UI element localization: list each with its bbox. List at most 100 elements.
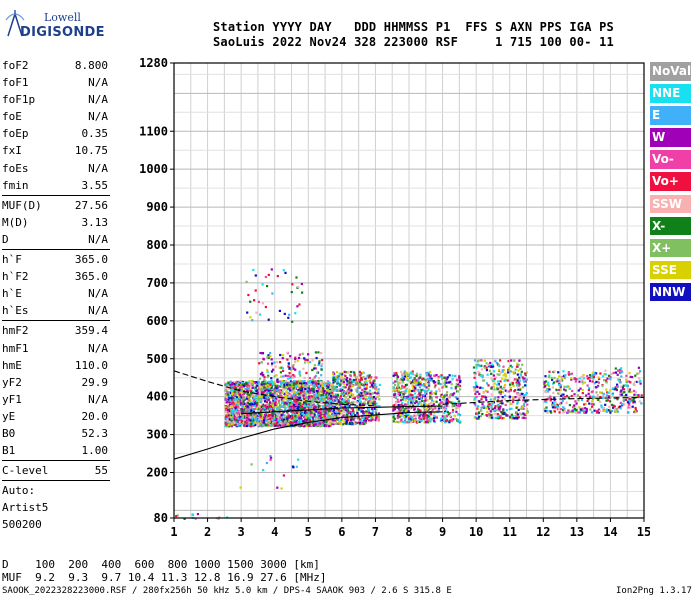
echo-point	[544, 384, 547, 388]
echo-point	[265, 394, 268, 398]
echo-point	[231, 403, 234, 406]
echo-point	[502, 417, 505, 420]
echo-point	[319, 400, 322, 403]
echo-point	[317, 411, 320, 415]
echo-point	[236, 380, 239, 383]
echo-point	[254, 388, 257, 391]
echo-point	[549, 395, 552, 398]
echo-point	[267, 356, 270, 360]
echo-point	[433, 414, 436, 417]
echo-point	[233, 414, 236, 417]
echo-point	[265, 418, 268, 421]
echo-point	[352, 410, 355, 413]
echo-point	[294, 410, 297, 413]
echo-point	[503, 379, 506, 382]
echo-point	[417, 382, 420, 385]
echo-point	[359, 379, 362, 382]
echo-point	[353, 371, 356, 374]
echo-point	[504, 412, 507, 415]
echo-point	[348, 416, 351, 420]
echo-point	[303, 411, 306, 414]
echo-point	[583, 381, 586, 384]
echo-point	[244, 421, 247, 424]
echo-point	[345, 419, 348, 422]
echo-point	[521, 363, 524, 366]
echo-point	[287, 403, 290, 406]
echo-point	[252, 393, 255, 396]
echo-point	[439, 406, 442, 409]
echo-point	[280, 366, 283, 369]
echo-point	[494, 396, 497, 399]
echo-point	[341, 408, 344, 411]
echo-point	[546, 411, 549, 414]
echo-point	[357, 407, 361, 411]
echo-point	[305, 371, 308, 375]
echo-point	[401, 376, 404, 379]
echo-point	[432, 380, 435, 383]
echo-point	[512, 400, 515, 403]
echo-point	[332, 416, 335, 419]
echo-point	[556, 378, 559, 381]
param-label: foF1p	[2, 93, 36, 107]
echo-point	[480, 368, 484, 371]
echo-point	[292, 405, 295, 408]
echo-point	[232, 389, 235, 392]
echo-point	[327, 409, 331, 413]
echo-point	[521, 406, 524, 409]
echo-point	[238, 399, 242, 402]
echo-point	[258, 362, 261, 365]
echo-point	[354, 421, 357, 424]
echo-point	[297, 401, 300, 404]
echo-point	[340, 412, 343, 415]
echo-point	[341, 378, 344, 382]
echo-point	[413, 389, 416, 392]
echo-point	[239, 386, 242, 389]
echo-point	[486, 373, 489, 376]
echo-point	[423, 421, 426, 424]
echo-point	[553, 376, 556, 379]
echo-point	[327, 399, 330, 402]
echo-point	[444, 409, 447, 413]
echo-point	[274, 401, 277, 404]
echo-point	[231, 417, 234, 420]
echo-point	[519, 396, 522, 399]
param-label: C-level	[2, 464, 49, 478]
echo-point	[489, 365, 493, 368]
echo-point	[508, 369, 511, 372]
echo-point	[595, 386, 598, 389]
echo-point	[350, 401, 354, 404]
echo-point	[525, 371, 529, 374]
echo-point	[442, 406, 445, 409]
echo-point	[269, 393, 272, 396]
echo-point	[362, 413, 366, 416]
echo-point	[246, 400, 249, 403]
echo-point	[297, 422, 300, 425]
echo-point	[475, 366, 478, 369]
echo-point	[317, 392, 320, 396]
echo-point	[230, 389, 233, 392]
echo-point	[311, 410, 314, 413]
echo-point	[255, 394, 258, 398]
echo-point	[270, 380, 273, 384]
echo-point	[297, 390, 300, 393]
echo-point	[273, 401, 276, 404]
echo-point	[235, 421, 238, 424]
echo-point	[320, 385, 323, 388]
echo-point	[280, 383, 283, 386]
echo-point	[281, 385, 284, 388]
echo-point	[346, 409, 350, 412]
echo-point	[546, 409, 549, 412]
echo-point	[328, 425, 331, 428]
echo-point	[272, 368, 275, 371]
param-value: 365.0	[74, 253, 108, 267]
echo-point	[282, 401, 285, 404]
echo-point	[558, 411, 561, 414]
echo-point	[274, 386, 277, 390]
echo-point	[593, 382, 597, 385]
echo-point	[327, 406, 330, 409]
echo-point	[361, 388, 364, 392]
param-label: B0	[2, 426, 16, 440]
echo-point	[235, 382, 238, 385]
echo-point	[273, 388, 276, 391]
echo-point	[553, 370, 556, 373]
